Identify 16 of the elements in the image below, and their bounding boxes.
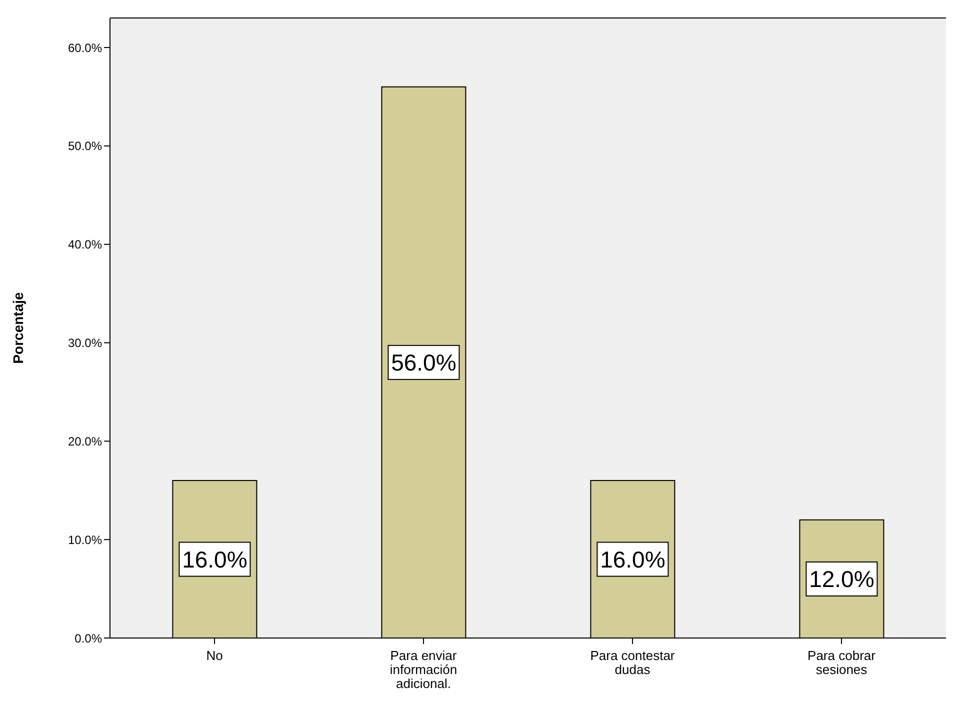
y-tick-label: 40.0%: [68, 238, 102, 252]
data-label: 12.0%: [809, 566, 874, 592]
y-tick-label: 30.0%: [68, 336, 102, 350]
data-label: 16.0%: [182, 546, 248, 572]
y-tick-label: 10.0%: [68, 532, 102, 547]
y-tick-label: 50.0%: [68, 139, 102, 154]
data-label: 16.0%: [600, 546, 666, 572]
x-tick-label: Para contestar dudas: [590, 648, 676, 677]
y-tick-label: 60.0%: [68, 40, 102, 55]
x-tick-label: Para cobrar sesiones: [808, 648, 876, 677]
y-tick-label: 0.0%: [74, 631, 102, 646]
x-tick-label: No: [206, 648, 223, 663]
y-tick-label: 20.0%: [68, 434, 102, 448]
data-label: 56.0%: [391, 349, 456, 376]
y-axis-title: Porcentaje: [10, 292, 26, 364]
x-tick-label: Para enviar información adicional.: [390, 648, 458, 691]
